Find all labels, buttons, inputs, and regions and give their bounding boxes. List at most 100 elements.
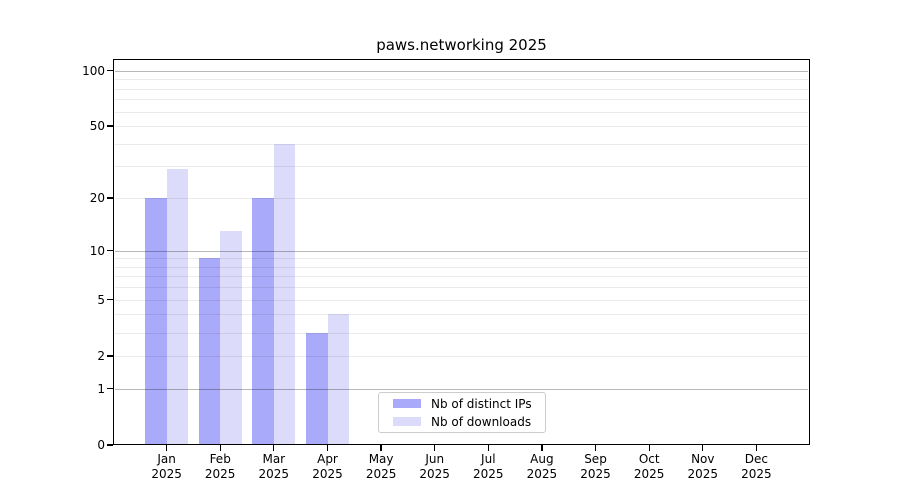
y-tick-label-5: 5 xyxy=(97,292,105,307)
year-label: 2025 xyxy=(204,467,236,481)
y-tick-0 xyxy=(107,444,113,446)
legend-label: Nb of distinct IPs xyxy=(431,396,532,411)
month-label: Aug xyxy=(530,452,554,466)
x-tick-mar xyxy=(273,445,275,451)
gridline-major-10 xyxy=(115,250,808,252)
x-tick-label-jan: Jan 2025 xyxy=(139,452,195,482)
month-label: Jun xyxy=(425,452,445,466)
y-tick-5 xyxy=(107,298,113,301)
y-tick-label-0: 0 xyxy=(97,438,105,452)
legend-item-distinct-ips: Nb of distinct IPs xyxy=(387,397,537,411)
gridline-minor-9 xyxy=(115,258,808,260)
x-tick-label-oct: Oct 2025 xyxy=(621,452,677,482)
gridline-minor-3 xyxy=(115,332,808,334)
y-tick-label-100: 100 xyxy=(82,63,105,78)
gridline-minor-90 xyxy=(115,79,808,81)
legend-label: Nb of downloads xyxy=(431,414,532,429)
gridline-minor-8 xyxy=(115,266,808,268)
gridline-minor-60 xyxy=(115,111,808,113)
gridline-minor-30 xyxy=(115,166,808,168)
x-tick-jun xyxy=(434,445,436,451)
x-tick-label-may: May 2025 xyxy=(353,452,409,482)
month-label: May xyxy=(368,452,394,466)
x-tick-label-apr: Apr 2025 xyxy=(300,452,356,482)
bar-distinct-ips-apr xyxy=(306,332,328,445)
x-tick-nov xyxy=(702,445,704,451)
chart-title: paws.networking 2025 xyxy=(376,36,547,54)
y-tick-label-1: 1 xyxy=(97,381,105,396)
gridline-major-1 xyxy=(115,388,808,390)
bar-downloads-apr xyxy=(327,314,349,445)
month-label: Nov xyxy=(691,452,715,466)
y-tick-20 xyxy=(107,197,113,199)
year-label: 2025 xyxy=(312,467,343,481)
gridline-major-100 xyxy=(115,70,808,72)
bar-distinct-ips-feb xyxy=(198,258,221,445)
y-tick-100 xyxy=(107,69,113,72)
legend: Nb of distinct IPs Nb of downloads xyxy=(378,392,546,433)
x-tick-label-nov: Nov 2025 xyxy=(675,452,731,482)
gridline-minor-40 xyxy=(115,143,808,145)
x-tick-may xyxy=(380,445,382,451)
gridline-minor-50 xyxy=(115,126,808,127)
year-label: 2025 xyxy=(580,467,611,481)
year-label: 2025 xyxy=(687,467,719,481)
x-tick-label-jul: Jul 2025 xyxy=(460,452,516,482)
x-tick-oct xyxy=(648,445,650,451)
month-label: Apr xyxy=(317,452,338,466)
month-label: Jan xyxy=(157,452,176,466)
x-tick-apr xyxy=(326,445,329,451)
y-tick-50 xyxy=(107,125,113,127)
legend-swatch-distinct-ips xyxy=(393,399,421,408)
x-tick-label-sep: Sep 2025 xyxy=(568,452,624,482)
y-tick-1 xyxy=(107,388,113,390)
x-tick-dec xyxy=(755,445,758,451)
x-tick-sep xyxy=(594,445,597,451)
bar-downloads-mar xyxy=(273,143,296,445)
month-label: Feb xyxy=(209,452,231,466)
year-label: 2025 xyxy=(419,467,450,481)
gridline-minor-7 xyxy=(115,276,808,278)
y-tick-label-2: 2 xyxy=(97,348,105,363)
year-label: 2025 xyxy=(473,467,504,481)
y-tick-10 xyxy=(107,249,113,252)
y-tick-label-10: 10 xyxy=(89,243,105,258)
gridline-minor-6 xyxy=(115,287,808,289)
year-label: 2025 xyxy=(741,467,772,481)
bar-distinct-ips-jan xyxy=(145,198,167,445)
x-tick-jan xyxy=(165,445,168,451)
year-label: 2025 xyxy=(151,467,182,481)
x-tick-label-dec: Dec 2025 xyxy=(728,452,784,482)
x-tick-aug xyxy=(541,445,543,451)
x-tick-label-feb: Feb 2025 xyxy=(192,452,248,482)
year-label: 2025 xyxy=(365,467,397,481)
month-label: Mar xyxy=(262,452,286,466)
month-label: Jul xyxy=(481,452,496,466)
gridline-minor-2 xyxy=(115,355,808,357)
x-tick-jul xyxy=(487,445,489,451)
x-tick-label-mar: Mar 2025 xyxy=(246,452,302,482)
y-tick-label-20: 20 xyxy=(89,191,105,205)
x-tick-label-jun: Jun 2025 xyxy=(407,452,463,482)
x-tick-feb xyxy=(219,445,221,451)
x-tick-label-aug: Aug 2025 xyxy=(514,452,570,482)
gridline-minor-70 xyxy=(115,99,808,101)
gridline-minor-80 xyxy=(115,88,808,90)
bar-distinct-ips-mar xyxy=(252,198,274,445)
bar-downloads-jan xyxy=(166,169,189,445)
legend-item-downloads: Nb of downloads xyxy=(387,415,537,429)
gridline-minor-5 xyxy=(115,299,808,301)
year-label: 2025 xyxy=(258,467,290,481)
year-label: 2025 xyxy=(526,467,558,481)
gridline-minor-4 xyxy=(115,314,808,316)
month-label: Oct xyxy=(638,452,660,466)
month-label: Sep xyxy=(584,452,607,466)
y-tick-2 xyxy=(107,355,113,357)
year-label: 2025 xyxy=(633,467,665,481)
y-tick-label-50: 50 xyxy=(89,119,105,133)
legend-swatch-downloads xyxy=(393,417,421,426)
month-label: Dec xyxy=(744,452,768,466)
bar-downloads-feb xyxy=(220,230,242,445)
gridline-minor-20 xyxy=(115,198,808,199)
